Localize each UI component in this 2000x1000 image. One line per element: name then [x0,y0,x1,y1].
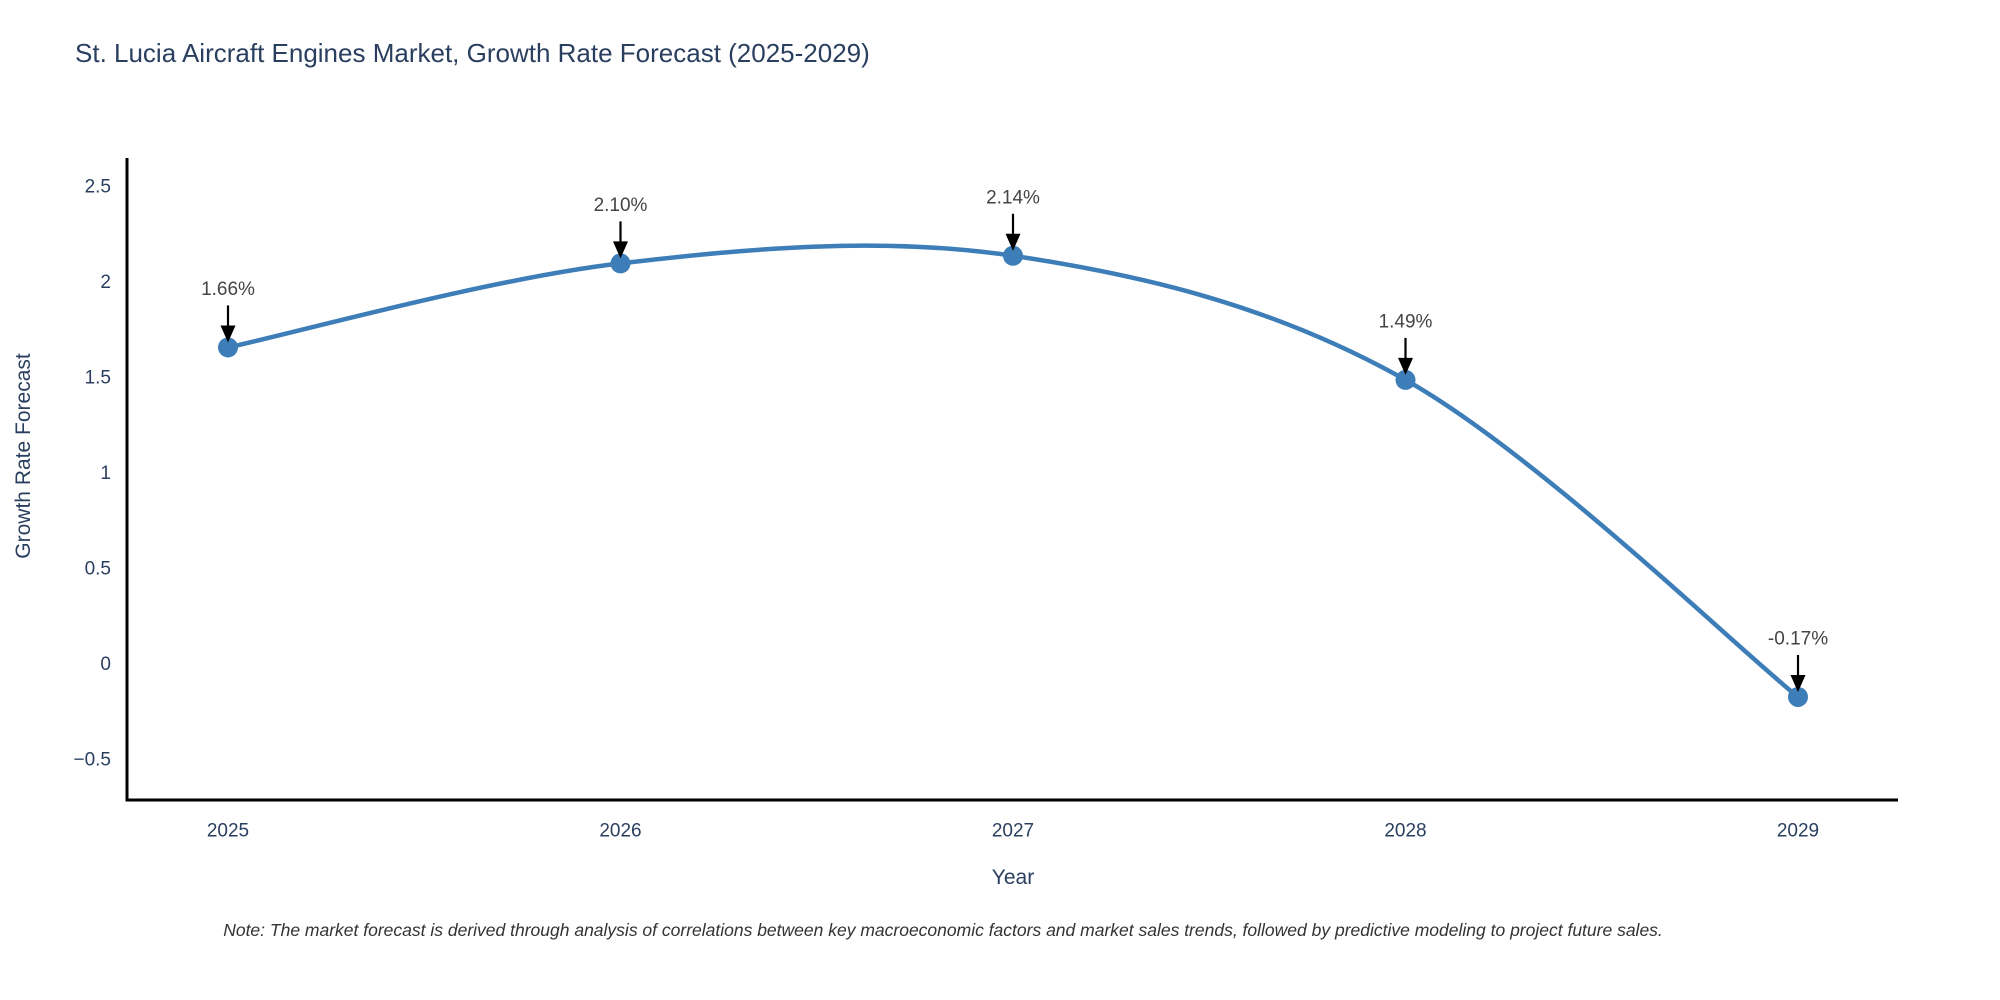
y-tick-label: 0.5 [85,559,111,580]
x-tick-label: 2029 [1777,821,1819,842]
y-tick-label: 2 [100,272,111,293]
annotation-arrowhead [1398,357,1413,375]
chart-title: St. Lucia Aircraft Engines Market, Growt… [75,38,870,68]
footnote: Note: The market forecast is derived thr… [223,920,1663,940]
x-tick-label: 2027 [992,821,1034,842]
annotation-label: 2.14% [986,187,1040,208]
y-tick-label: −0.5 [73,750,111,771]
annotation-arrowhead [220,325,236,343]
annotation-label: 1.66% [201,279,255,300]
y-tick-label: 1.5 [85,368,111,389]
annotation-label: -0.17% [1768,628,1828,649]
y-tick-label: 1 [100,463,111,484]
data-point [1395,369,1416,390]
data-point [1003,245,1023,266]
x-tick-label: 2028 [1384,821,1426,842]
annotation-arrowhead [613,241,628,259]
data-point [610,253,631,274]
annotation-label: 2.10% [594,195,648,216]
data-point [218,337,238,358]
y-tick-label: 0 [100,654,111,675]
annotation-arrowhead [1005,233,1021,251]
y-tick-label: 2.5 [85,177,111,198]
data-point [1788,686,1808,707]
annotation-arrowhead [1790,674,1806,692]
annotation-label: 1.49% [1379,311,1433,332]
trace-line [225,243,1801,700]
x-tick-label: 2025 [207,821,249,842]
x-tick-label: 2026 [599,821,641,842]
x-axis-title: Year [991,866,1035,889]
